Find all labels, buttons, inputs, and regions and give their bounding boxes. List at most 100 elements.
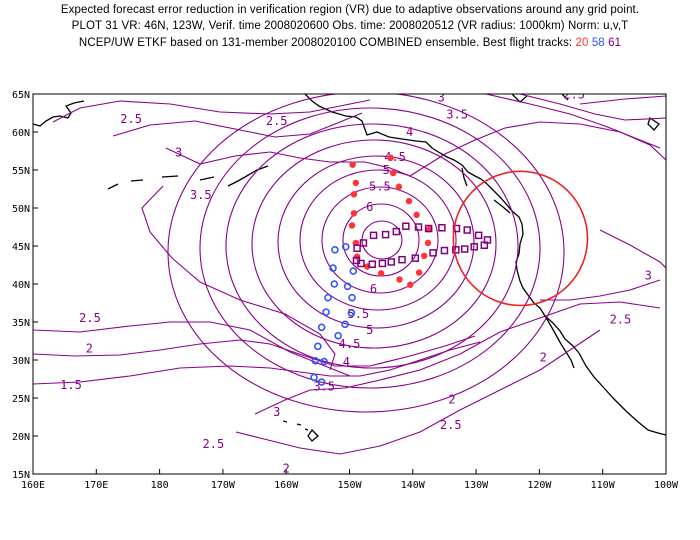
track-20-point (424, 239, 432, 247)
track-61-point (359, 239, 368, 247)
track-61-point (352, 256, 361, 265)
track-61-point (402, 222, 410, 230)
coastline-layer (33, 94, 666, 442)
track-58-point (347, 309, 356, 317)
baja-california (544, 315, 580, 369)
track-20-point (350, 191, 358, 198)
track-20-point (387, 154, 394, 162)
track-20-point (389, 169, 397, 177)
track-58-point (341, 320, 349, 329)
contour-label: 6 (366, 200, 373, 214)
x-tick-label: 170E (84, 480, 108, 491)
track-58-point (331, 246, 339, 254)
contour-label: 1.5 (60, 378, 82, 392)
x-tick-label: 160W (274, 480, 299, 491)
track-61-point (414, 223, 423, 231)
y-tick-label: 25N (12, 394, 30, 405)
track-58-point (322, 308, 330, 316)
track-58-point (348, 293, 356, 302)
contour-line (599, 229, 666, 269)
track-58-point (324, 293, 332, 302)
track-61-point (369, 231, 378, 240)
contour-line (199, 107, 541, 389)
track-58-point (329, 264, 337, 272)
error-reduction-contours (33, 94, 666, 455)
hawaii-islands (282, 420, 319, 442)
x-tick-label: 180 (151, 480, 169, 491)
track-id-58: 58 (591, 37, 605, 49)
contour-line (519, 94, 666, 121)
track-61-point (387, 258, 396, 266)
contour-label: 3 (175, 145, 182, 159)
track-58-point (310, 373, 318, 382)
contour-line (225, 123, 519, 369)
contour-label: 2.5 (440, 418, 462, 432)
track-58-point (330, 280, 339, 288)
x-tick-label: 100W (654, 480, 679, 491)
track-20-point (396, 276, 403, 283)
track-61-point (480, 241, 489, 249)
contour-line (165, 147, 411, 177)
track-20-point (395, 183, 403, 190)
vancouver-island (493, 199, 511, 214)
track-20-point (405, 197, 413, 205)
track-58-point (311, 356, 320, 365)
contour-label: 3 (273, 405, 280, 419)
contour-label: 3.5 (446, 107, 468, 121)
track-61-point (353, 244, 361, 253)
track-20-point (348, 222, 356, 229)
track-58-point (349, 267, 358, 275)
y-tick-label: 45N (12, 242, 30, 253)
y-tick-label: 15N (12, 470, 30, 481)
track-61-point (463, 226, 471, 234)
track-20-point (349, 161, 356, 168)
contour-label: 3.5 (190, 188, 212, 202)
track-61-point (452, 246, 460, 254)
y-tick-label: 65N (12, 90, 30, 101)
x-tick-label: 130W (464, 480, 489, 491)
track-61-point (411, 254, 420, 262)
flight-track-caption: NCEP/UW ETKF based on 131-member 2008020… (78, 37, 573, 49)
contour-label: 3 (438, 91, 445, 105)
contour-line (579, 95, 666, 105)
contour-line (235, 329, 601, 455)
contour-label: 4 (406, 125, 413, 139)
y-tick-label: 30N (12, 356, 30, 367)
contour-label: 4.5 (384, 150, 406, 164)
track-id-20: 20 (575, 37, 589, 49)
x-tick-label: 150W (337, 480, 362, 491)
track-61-point (470, 243, 478, 251)
contour-line (277, 155, 475, 329)
contour-line (540, 279, 661, 301)
contour-label: 2.5 (563, 88, 585, 102)
map-title-line-3: NCEP/UW ETKF based on 131-member 2008020… (0, 37, 700, 49)
contour-label: 2.5 (266, 114, 288, 128)
contour-label: 2 (540, 351, 547, 365)
contour-line (33, 341, 481, 385)
contour-line (485, 94, 661, 149)
track-58-point (317, 323, 326, 332)
track-20-point (350, 210, 358, 217)
track-61-point (368, 260, 377, 268)
haida-gwaii (461, 167, 468, 187)
track-20-point (413, 211, 420, 219)
track-61-point (438, 224, 446, 232)
track-61-point (429, 249, 437, 257)
contour-line (254, 301, 661, 415)
contour-label: 2.5 (79, 311, 101, 325)
track-20-point (352, 179, 360, 187)
contour-label: 4.5 (339, 337, 361, 351)
track-61-point (440, 246, 449, 255)
mexico-coast (578, 352, 666, 436)
track-20-point (377, 270, 385, 277)
contour-line (112, 112, 363, 138)
contour-line (141, 185, 336, 371)
y-tick-label: 40N (12, 280, 30, 291)
track-58-point (343, 282, 352, 291)
contour-line (361, 220, 403, 260)
contour-label: 2.5 (203, 437, 225, 451)
x-tick-label: 160E (21, 480, 45, 491)
map-title-line-1: Expected forecast error reduction in ver… (60, 4, 640, 16)
contour-line (33, 335, 476, 367)
